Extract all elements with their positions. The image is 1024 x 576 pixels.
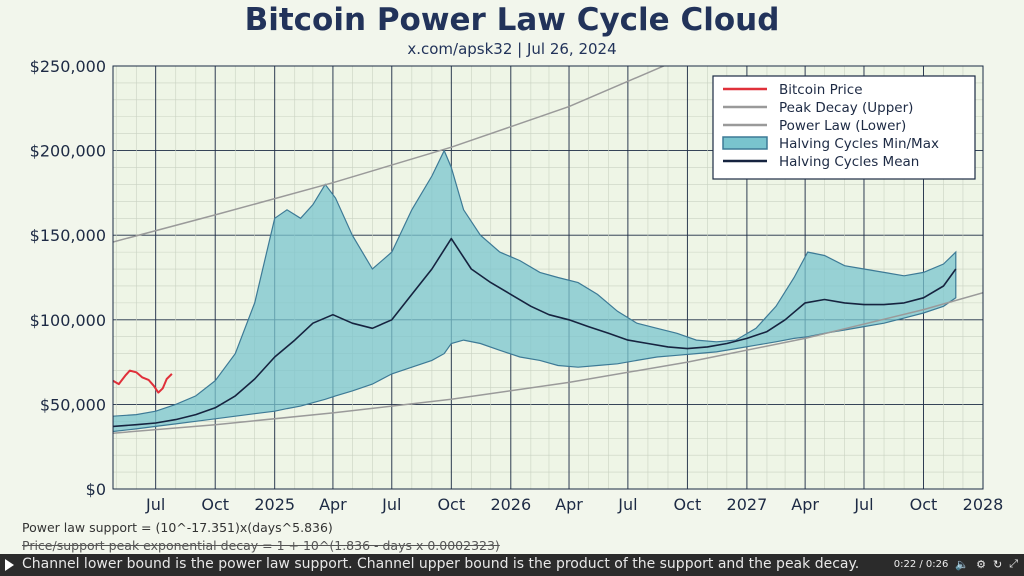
- time-readout: 0:22 / 0:26: [893, 558, 949, 570]
- x-tick-label: Jul: [853, 495, 873, 514]
- plot-frame: [112, 65, 984, 490]
- legend-label: Power Law (Lower): [779, 118, 906, 134]
- settings-icon[interactable]: ⚙: [976, 557, 986, 571]
- x-tick-label: Apr: [319, 495, 347, 514]
- x-tick-label: Jul: [145, 495, 165, 514]
- x-tick-label: Oct: [910, 495, 938, 514]
- peak-decay-upper-line: [113, 66, 666, 243]
- x-tick-label: 2028: [963, 495, 1004, 514]
- caption-text: Channel lower bound is the power law sup…: [22, 556, 860, 572]
- loop-icon[interactable]: ↻: [992, 557, 1003, 571]
- halving-cycles-min-max-area: [113, 149, 957, 433]
- chart-title: Bitcoin Power Law Cycle Cloud: [244, 2, 780, 38]
- y-tick-label: $250,000: [30, 57, 106, 76]
- y-tick-label: $150,000: [30, 226, 106, 245]
- legend: Bitcoin Price Peak Decay (Upper) Power Law…: [712, 75, 976, 180]
- legend-label: Halving Cycles Min/Max: [779, 136, 939, 152]
- y-tick-label: $50,000: [40, 395, 106, 414]
- series-lines: [113, 66, 983, 434]
- legend-label: Bitcoin Price: [779, 82, 863, 98]
- legend-label: Peak Decay (Upper): [779, 100, 913, 116]
- x-tick-label: Jul: [617, 495, 637, 514]
- volume-icon[interactable]: 🔈: [955, 557, 970, 571]
- y-tick-label: $100,000: [30, 311, 106, 330]
- video-controls: 0:22 / 0:26 🔈 ⚙ ↻ ⤢: [894, 557, 1018, 571]
- chart-canvas: $0 $50,000 $100,000 $150,000 $200,000 $250,00…: [30, 57, 1004, 514]
- bitcoin-price-line: [113, 369, 173, 394]
- x-tick-label: Oct: [437, 495, 465, 514]
- play-icon[interactable]: [5, 559, 14, 571]
- legend-label: Halving Cycles Mean: [779, 154, 919, 170]
- x-tick-label: 2027: [727, 495, 768, 514]
- axes: $0 $50,000 $100,000 $150,000 $200,000 $250,00…: [30, 57, 1004, 514]
- x-tick-label: Oct: [201, 495, 229, 514]
- x-tick-label: 2026: [490, 495, 531, 514]
- chart-subtitle: x.com/apsk32 | Jul 26, 2024: [407, 40, 617, 58]
- x-tick-label: Oct: [674, 495, 702, 514]
- legend-swatch: [722, 136, 768, 150]
- peak-decay-note: Price/support peak exponential decay = 1…: [22, 538, 500, 553]
- y-tick-label: $0: [86, 480, 106, 499]
- y-tick-label: $200,000: [30, 142, 106, 161]
- power-law-note: Power law support = (10^-17.351)x(days^5…: [22, 520, 333, 535]
- x-tick-label: Apr: [555, 495, 583, 514]
- x-tick-label: Jul: [381, 495, 401, 514]
- fullscreen-icon[interactable]: ⤢: [1009, 557, 1018, 570]
- x-tick-label: Apr: [791, 495, 819, 514]
- halving-cycles-band: [113, 149, 957, 433]
- video-caption-bar: Channel lower bound is the power law sup…: [0, 554, 1024, 576]
- halving-cycles-mean-line: [113, 237, 957, 428]
- power-law-lower-line: [113, 291, 983, 434]
- x-tick-label: 2025: [254, 495, 295, 514]
